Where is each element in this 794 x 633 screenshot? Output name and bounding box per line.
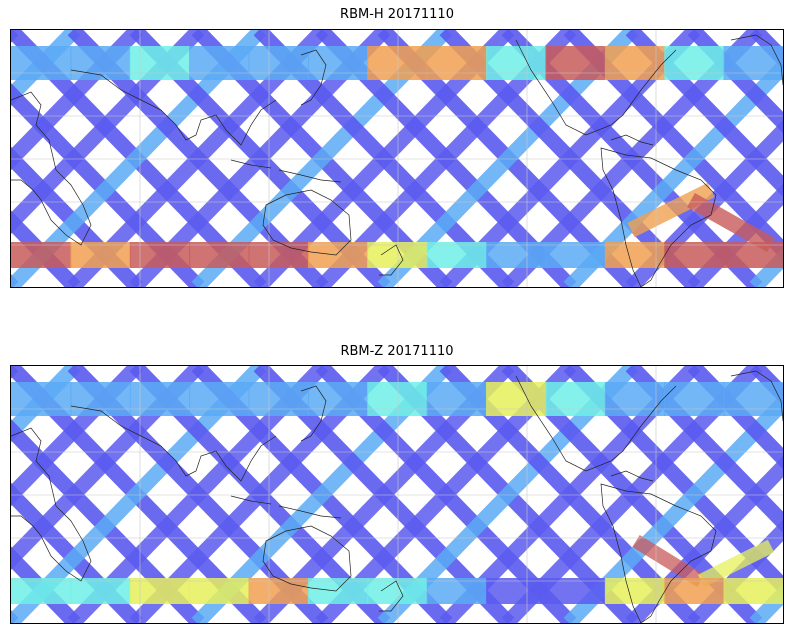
graticule [11,366,783,623]
map-panel-rbm-z [10,365,784,624]
polar-band-north [11,382,783,416]
map-panel-rbm-h [10,29,784,288]
coastlines [11,34,783,287]
panel-title-rbm-z: RBM-Z 20171110 [340,344,454,359]
coastlines [11,370,783,623]
panel-title-rbm-h: RBM-H 20171110 [340,7,454,22]
polar-band-south [11,242,783,268]
polar-band-north [11,46,783,80]
polar-band-south [11,578,783,604]
map-canvas-rbm-h [11,30,783,287]
map-canvas-rbm-z [11,366,783,623]
